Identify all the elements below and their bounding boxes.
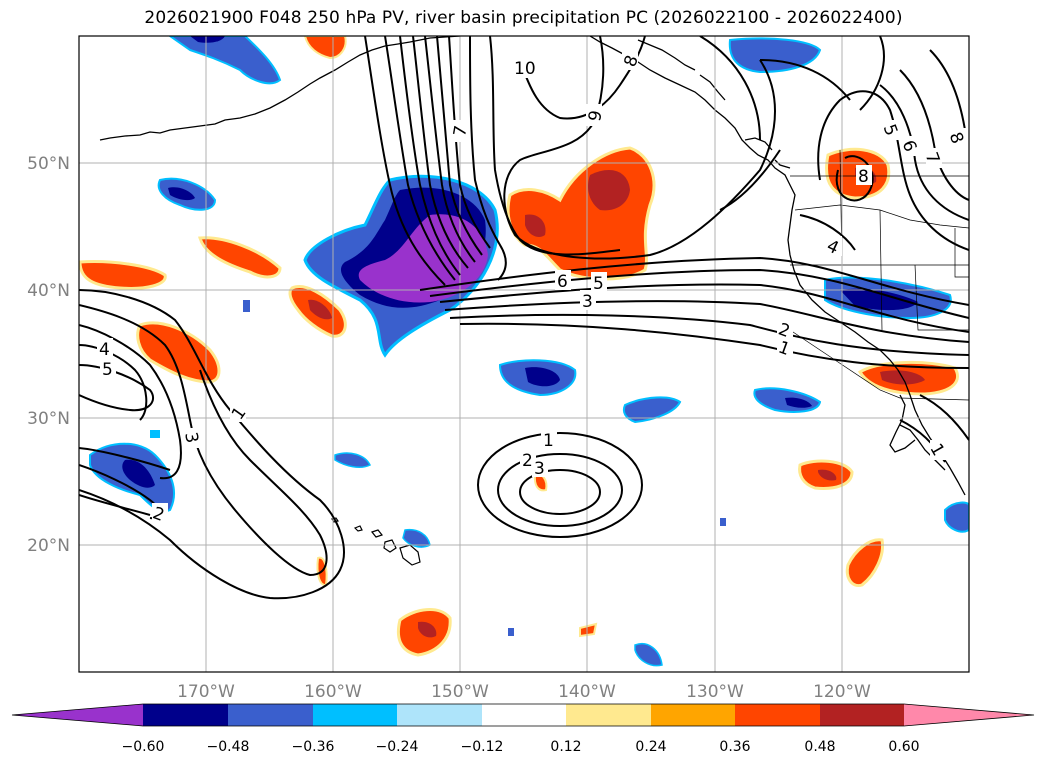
lat-tick-30n: 30°N <box>27 409 70 429</box>
lat-axis: 20°N 30°N 40°N 50°N <box>27 154 70 556</box>
colorbar-swatch <box>397 704 482 726</box>
contour-label-1-low: 1 <box>543 431 554 451</box>
lon-tick-120w: 120°W <box>813 682 871 702</box>
lon-tick-150w: 150°W <box>431 682 489 702</box>
contour-label-8-ridge: 8 <box>858 167 869 187</box>
contour-label-10: 10 <box>514 59 536 79</box>
contour-label-3: 3 <box>582 292 593 312</box>
contour-label-5: 5 <box>593 274 604 294</box>
colorbar-label: 0.48 <box>804 739 835 755</box>
colorbar-label: 0.24 <box>635 739 666 755</box>
lon-tick-140w: 140°W <box>558 682 616 702</box>
contour-label-3-west: 3 <box>180 431 202 445</box>
contour-label-3-low: 3 <box>534 459 545 479</box>
colorbar-label: −0.48 <box>207 739 250 755</box>
colorbar-swatch <box>313 704 397 726</box>
contour-label-5-west: 5 <box>102 360 113 380</box>
colorbar-swatch <box>735 704 820 726</box>
colorbar-label: −0.36 <box>292 739 335 755</box>
colorbar-swatch <box>482 704 566 726</box>
map-frame <box>78 35 970 673</box>
colorbar-label: −0.60 <box>122 739 165 755</box>
colorbar-label: 0.36 <box>719 739 750 755</box>
lon-tick-160w: 160°W <box>304 682 362 702</box>
lon-axis: 170°W 160°W 150°W 140°W 130°W 120°W <box>177 682 871 702</box>
colorbar-label: 0.60 <box>888 739 919 755</box>
lat-tick-50n: 50°N <box>27 154 70 174</box>
contour-label-2-low: 2 <box>522 451 533 471</box>
lon-tick-170w: 170°W <box>177 682 235 702</box>
pv-contours <box>79 36 969 600</box>
lon-tick-130w: 130°W <box>686 682 744 702</box>
colorbar-swatch <box>228 704 313 726</box>
colorbar-swatch <box>820 704 904 726</box>
colorbar-label: 0.12 <box>550 739 581 755</box>
pv-contour-labels: 10 9 7 6 5 3 4 5 1 3 2 1 2 3 <box>97 50 967 526</box>
colorbar-label: −0.24 <box>376 739 419 755</box>
colorbar-extend-low <box>12 704 143 726</box>
colorbar-extend-high <box>904 704 1034 726</box>
lat-tick-20n: 20°N <box>27 536 70 556</box>
figure-title: 2026021900 F048 250 hPa PV, river basin … <box>144 8 903 28</box>
contour-label-7: 7 <box>450 124 472 138</box>
colorbar-label: −0.12 <box>461 739 504 755</box>
colorbar-swatch <box>566 704 651 726</box>
contour-label-9: 9 <box>585 109 607 123</box>
map-panel <box>79 36 969 672</box>
colorbar-swatch <box>143 704 228 726</box>
coastlines <box>99 36 966 496</box>
colorbar: −0.60 −0.48 −0.36 −0.24 −0.12 0.12 0.24 … <box>11 703 1035 755</box>
lat-tick-40n: 40°N <box>27 281 70 301</box>
contour-label-4-west: 4 <box>99 340 110 360</box>
contour-label-6: 6 <box>557 272 568 292</box>
colorbar-swatch <box>651 704 735 726</box>
